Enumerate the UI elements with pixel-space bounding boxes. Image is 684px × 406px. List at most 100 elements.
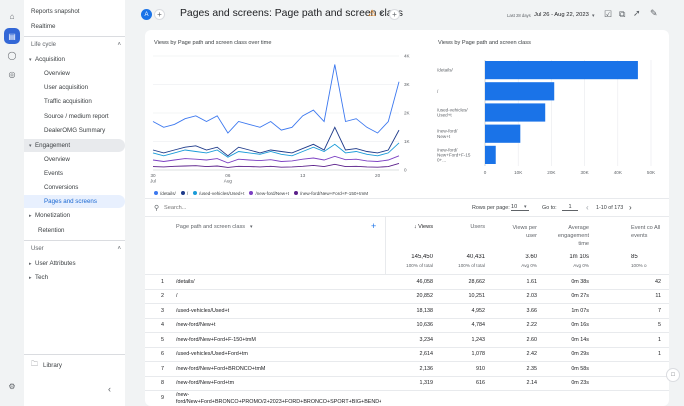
goto-input[interactable]: 1 — [562, 204, 578, 211]
legend-item[interactable]: /new-ford/New+Ford+F-150+tmM — [294, 191, 368, 196]
nav-tech[interactable]: ▸ Tech — [24, 271, 125, 284]
bar[interactable] — [485, 145, 496, 164]
x-tick-label: 10K — [514, 170, 523, 175]
nav-pages-and-screens[interactable]: Pages and screens — [24, 195, 125, 208]
collapse-chevron-icon[interactable]: ‹ — [108, 384, 111, 394]
nav-conversions[interactable]: Conversions — [24, 181, 125, 194]
nav-label: Conversions — [44, 184, 79, 191]
table-row[interactable]: 2 / 20,852 10,251 2.03 0m 27s 11 — [145, 288, 669, 304]
col-views[interactable]: ↓ Views — [397, 224, 433, 230]
nav-eng-overview[interactable]: Overview — [24, 153, 125, 166]
home-icon[interactable]: ⌂ — [9, 11, 15, 21]
add-dimension-icon[interactable]: + — [371, 221, 377, 231]
nav-retention[interactable]: Retention — [24, 224, 125, 237]
col-event-count[interactable]: Event co All events — [631, 225, 661, 239]
nav-acquisition[interactable]: ▾ Acquisition — [24, 53, 125, 66]
date-dropdown-icon[interactable]: ▾ — [592, 13, 595, 19]
table-row[interactable]: 6/used-vehicles/Used+Ford+tm 2,614 1,078 2.… — [145, 346, 669, 362]
settings-gear-icon[interactable]: ⚙ — [8, 381, 16, 391]
caret-right-icon: ▸ — [29, 212, 32, 219]
cell-page[interactable]: /new-ford/New+Ford+BRONCO+PROMO/2+2023+F… — [176, 392, 381, 405]
nav-traffic-acquisition[interactable]: Traffic acquisition — [24, 95, 125, 108]
table-row[interactable]: 4/new-ford/New+t 10,636 4,784 2.22 0m 16s 5 — [145, 317, 669, 333]
col-page-path[interactable]: Page path and screen class — [176, 224, 246, 230]
explore-icon[interactable]: ◯ — [7, 50, 17, 60]
legend-item[interactable]: /new-ford/New+t — [249, 191, 289, 196]
cell-page[interactable]: /new-ford/New+Ford+tm — [176, 380, 235, 387]
edit-pencil-icon[interactable]: ✎ — [650, 8, 658, 18]
col-views-per-user[interactable]: Views per user — [512, 225, 537, 239]
table-toolbar: ⚲ Rows per page: 10 ▾ Go to: 1 ‹ 1-10 of… — [145, 198, 669, 216]
col-avg-engagement[interactable]: Average engagement time — [557, 225, 589, 247]
avatar[interactable]: A — [141, 9, 152, 20]
edit-comparison-icon[interactable]: ☑ — [604, 9, 613, 19]
y-category-label: /used-vehicles/ — [437, 108, 468, 113]
bar[interactable] — [485, 82, 555, 101]
y-category-label: 0+... — [437, 158, 446, 163]
nav-dealeromg-summary[interactable]: DealerOMG Summary — [24, 124, 125, 137]
table-row[interactable]: 8/new-ford/New+Ford+tm 1,319 616 2.14 0m 23s — [145, 375, 669, 391]
nav-realtime[interactable]: Realtime — [24, 20, 125, 33]
cell-events: 1 — [658, 336, 661, 343]
legend-dot-icon — [180, 191, 185, 195]
legend-dot-icon — [249, 191, 254, 195]
nav-source-medium[interactable]: Source / medium report — [24, 110, 125, 123]
table-search-input[interactable] — [164, 202, 284, 213]
add-comparison-icon[interactable]: + — [154, 9, 165, 20]
cell-page[interactable]: /new-ford/New+Ford+BRONCO+tmM — [176, 365, 266, 372]
bar[interactable] — [485, 61, 638, 80]
nav-engagement[interactable]: ▾ Engagement — [24, 139, 125, 152]
next-page-icon[interactable]: › — [629, 203, 632, 212]
table-row[interactable]: 3/used-vehicles/Used+t 18,138 4,952 3.66 1m … — [145, 303, 669, 318]
table-row[interactable]: 9/new-ford/New+Ford+BRONCO+PROMO/2+2023+… — [145, 390, 669, 405]
share-icon[interactable]: ⧉ — [619, 9, 626, 19]
insights-icon[interactable]: ➚ — [633, 8, 641, 18]
title-dropdown-icon[interactable]: ▾ — [380, 11, 384, 17]
date-range-picker[interactable]: Jul 26 - Aug 22, 2023 — [534, 12, 589, 18]
nav-monetization[interactable]: ▸ Monetization — [24, 209, 125, 222]
bar[interactable] — [485, 124, 521, 143]
bar-chart: 0 10K 20K 30K 40K 50K/details/ / /used-vehicles… — [437, 60, 656, 175]
cell-page[interactable]: /new-ford/New+t — [176, 322, 216, 329]
col-dropdown-icon[interactable]: ▾ — [250, 224, 253, 230]
cell-page[interactable]: /used-vehicles/Used+Ford+tm — [176, 351, 248, 358]
add-icon[interactable]: + — [389, 9, 400, 20]
cell-page[interactable]: /new-ford/New+Ford+F-150+tmM — [176, 336, 256, 343]
prev-page-icon[interactable]: ‹ — [586, 203, 589, 212]
cell-aet: 0m 27s — [571, 293, 589, 300]
feedback-icon[interactable]: □ — [666, 368, 680, 382]
nav-user-acquisition[interactable]: User acquisition — [24, 81, 125, 94]
nav-acq-overview[interactable]: Overview — [24, 67, 125, 80]
bar[interactable] — [485, 103, 546, 122]
cell-page[interactable]: /used-vehicles/Used+t — [176, 307, 230, 314]
chevron-up-icon: ˄ — [117, 42, 121, 48]
total-views: 145,450 — [411, 254, 433, 260]
cell-vpu: 2.22 — [526, 322, 538, 329]
legend-label: /new-ford/New+t — [255, 190, 290, 196]
section-user[interactable]: User ˄ — [31, 246, 121, 252]
nav-user-attributes[interactable]: ▸ User Attributes — [24, 257, 125, 270]
nav-library[interactable]: 🗀 Library — [24, 359, 125, 372]
warning-icon[interactable]: ⚠ — [368, 8, 377, 18]
table-row[interactable]: 5/new-ford/New+Ford+F-150+tmM 3,234 1,243 2… — [145, 332, 669, 347]
nav-reports-snapshot[interactable]: Reports snapshot — [24, 5, 125, 18]
cell-views: 18,138 — [416, 307, 434, 314]
cell-page[interactable]: / — [176, 293, 178, 300]
legend-item[interactable]: /used-vehicles/Used+t — [193, 191, 244, 196]
x-tick-label: 30K — [581, 170, 590, 175]
col-views-label: Views — [418, 224, 433, 230]
table-row[interactable]: 1/details/46,058 28,662 1.61 0m 38s 42 — [145, 274, 669, 289]
legend-item[interactable]: / — [180, 190, 189, 196]
cell-n: 7 — [161, 365, 164, 372]
cell-page[interactable]: /details/ — [176, 278, 195, 285]
advertising-icon[interactable]: ◎ — [8, 69, 16, 79]
reports-icon[interactable]: ▤ — [4, 28, 20, 44]
legend-label: / — [186, 190, 189, 196]
nav-events[interactable]: Events — [24, 167, 125, 180]
rows-per-page-select[interactable]: 10 — [511, 204, 529, 211]
legend-item[interactable]: /details/ — [154, 191, 176, 196]
cell-users: 28,662 — [468, 278, 486, 285]
table-row[interactable]: 7/new-ford/New+Ford+BRONCO+tmM 2,136 910 2.… — [145, 361, 669, 376]
section-life-cycle[interactable]: Life cycle ˄ — [31, 42, 121, 48]
col-users[interactable]: Users — [470, 224, 485, 230]
